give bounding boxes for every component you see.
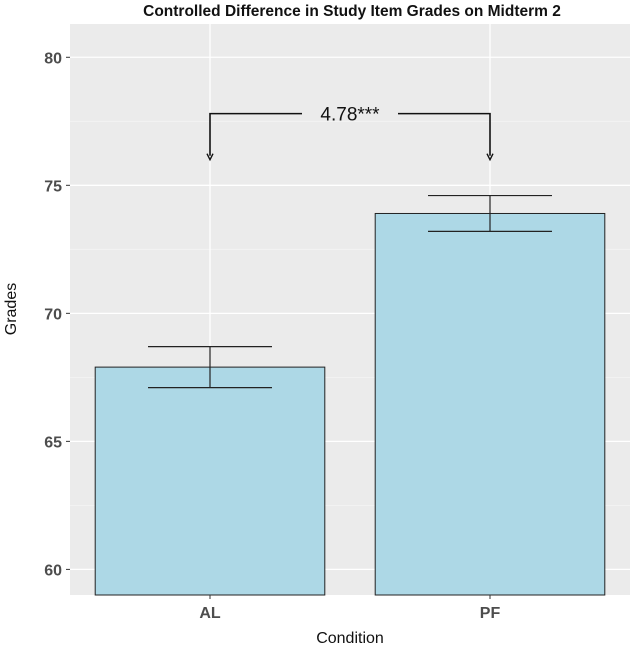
x-tick-label: PF — [480, 605, 501, 622]
bar-pf — [374, 212, 606, 596]
y-tick-label: 60 — [44, 562, 62, 579]
bars — [94, 212, 606, 596]
y-tick-label: 80 — [44, 50, 62, 67]
y-tick-label: 65 — [44, 434, 62, 451]
significance-annotation: 4.78*** — [206, 105, 494, 162]
y-axis-label: Grades — [3, 283, 20, 335]
bracket-right — [398, 112, 491, 156]
chart-title: Controlled Difference in Study Item Grad… — [143, 3, 561, 20]
y-tick-label: 75 — [44, 178, 62, 195]
x-tick-label: AL — [199, 605, 221, 622]
arrow-head-left — [206, 153, 214, 162]
y-axis-ticks: 60 65 70 75 80 — [44, 50, 70, 579]
x-axis-ticks: AL PF — [199, 595, 500, 622]
error-bar-al — [148, 346, 272, 389]
error-bar-pf — [428, 194, 552, 233]
arrow-head-right — [486, 153, 494, 162]
bar-al — [94, 366, 326, 596]
error-bars — [148, 194, 552, 389]
annotation-label: 4.78*** — [320, 105, 380, 126]
x-axis-label: Condition — [316, 630, 384, 647]
bracket-left — [209, 112, 302, 156]
y-tick-label: 70 — [44, 306, 62, 323]
